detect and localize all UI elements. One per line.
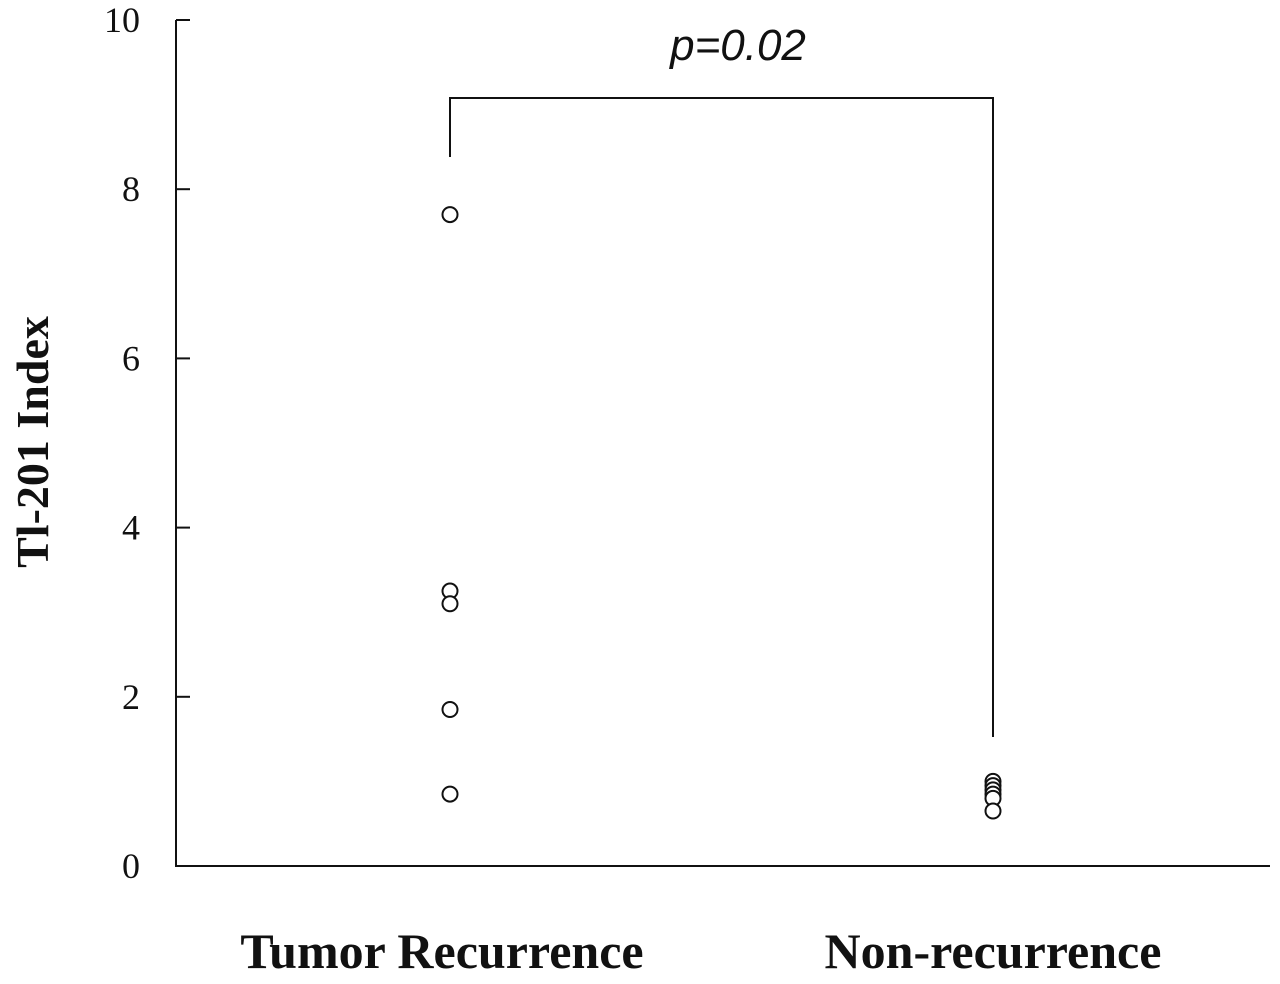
category-label-non-recurrence: Non-recurrence [825,923,1162,979]
y-tick-label: 4 [122,508,140,548]
data-point [441,700,459,718]
y-tick-label: 6 [122,338,140,378]
data-point [441,206,459,224]
category-label-tumor-recurrence: Tumor Recurrence [240,923,643,979]
axes [175,20,1270,867]
labels: Tl-201 Index p=0.02 Tumor Recurrence Non… [7,21,1161,979]
bracket-line [449,97,994,737]
y-tick-label: 0 [122,846,140,886]
y-tick-label: 8 [122,169,140,209]
y-axis-label: Tl-201 Index [7,316,58,568]
data-point [441,595,459,613]
y-ticks: 0 2 4 6 8 10 [104,0,190,886]
data-points [441,206,1002,820]
y-tick-label: 2 [122,677,140,717]
significance-bracket [449,97,994,737]
data-point [984,802,1002,820]
y-tick-label: 10 [104,0,140,40]
data-point [441,785,459,803]
p-value-label: p=0.02 [668,21,806,70]
